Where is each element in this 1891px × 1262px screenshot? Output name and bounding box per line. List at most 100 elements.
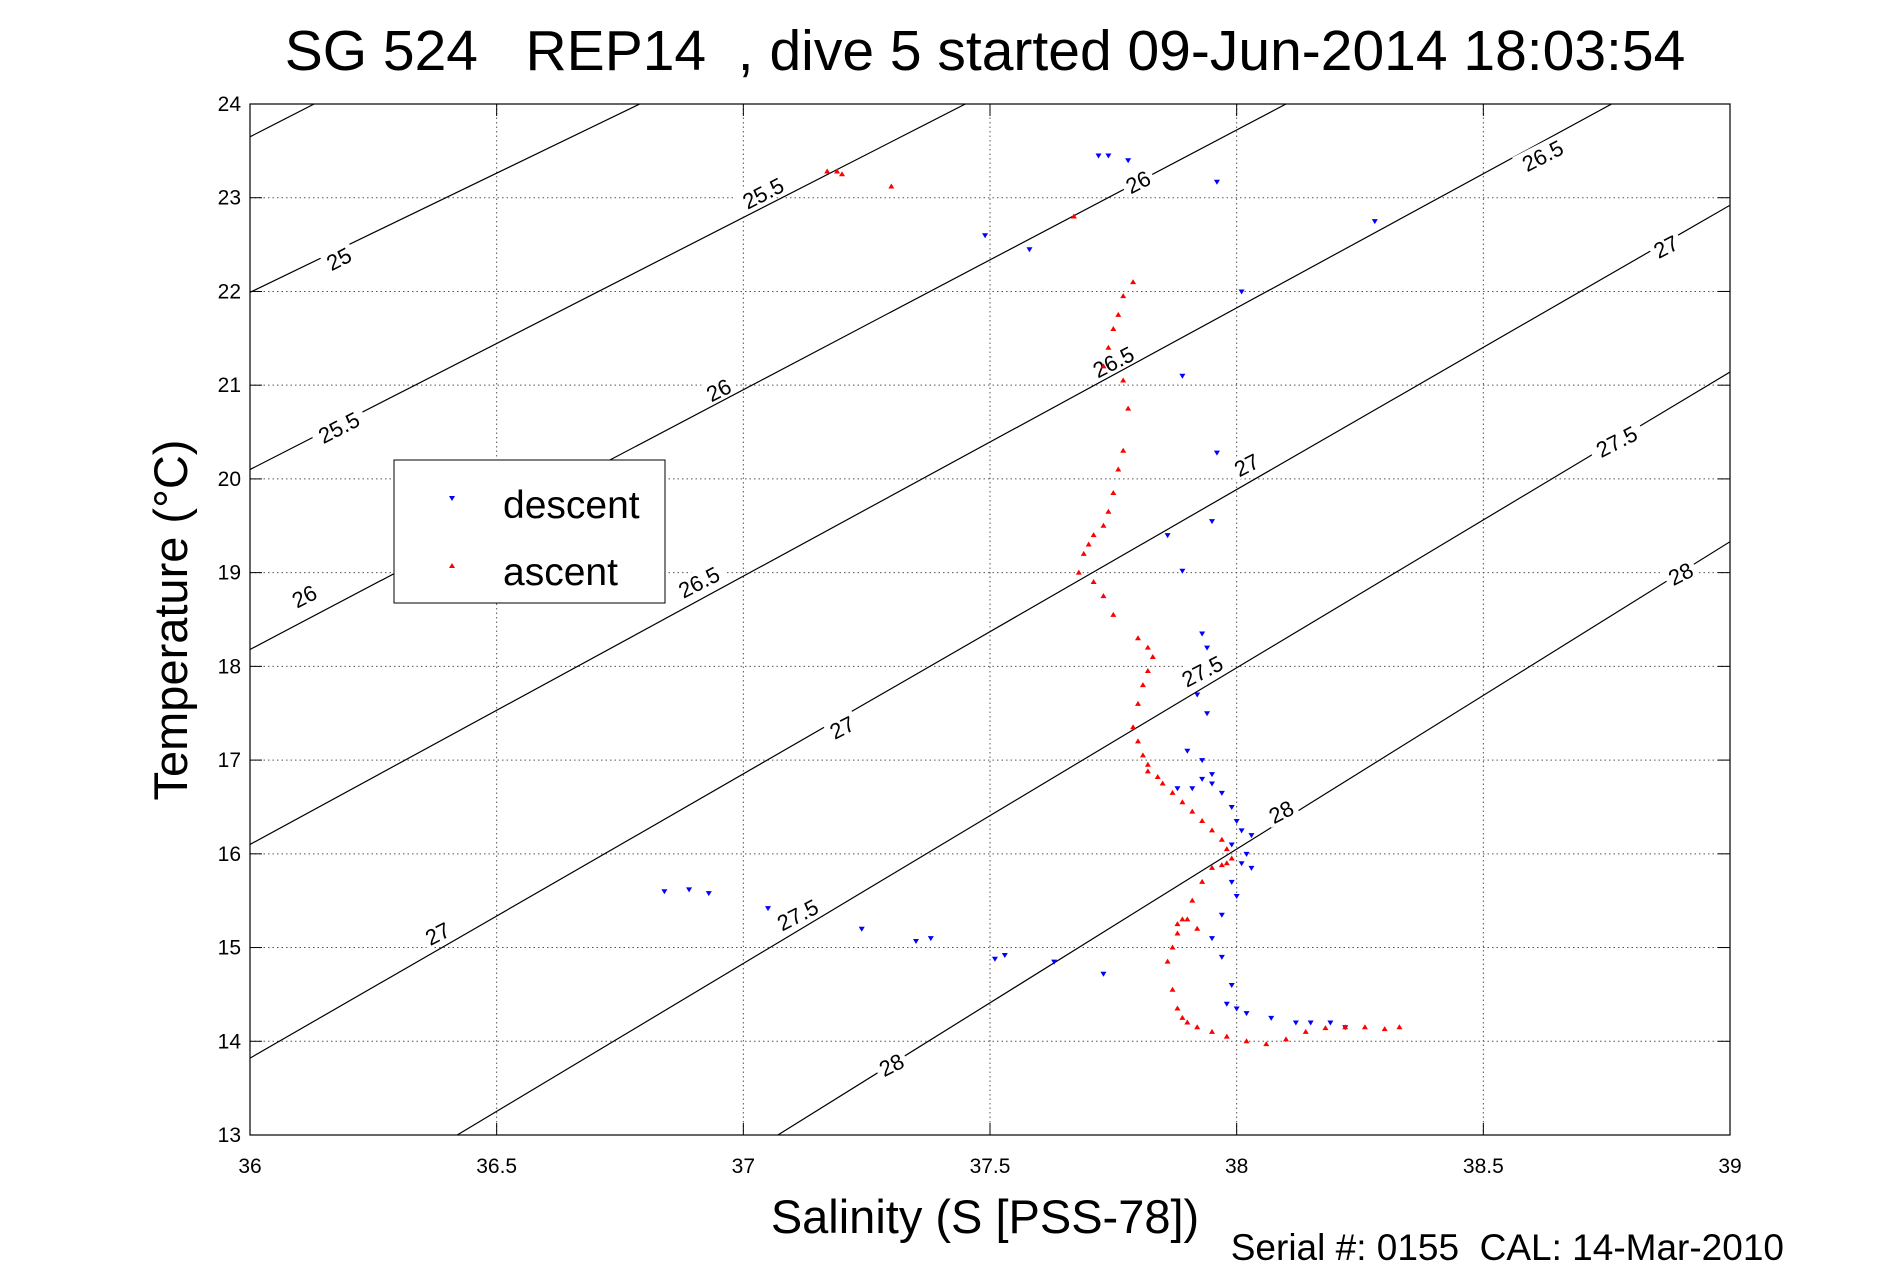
ascent-point xyxy=(1164,958,1171,964)
y-tick-label: 21 xyxy=(218,374,241,397)
ascent-point xyxy=(1110,611,1117,617)
ascent-point xyxy=(1100,522,1107,528)
isopycnal-line-25-5 xyxy=(250,104,640,293)
ascent-point xyxy=(1120,293,1127,299)
ascent-point xyxy=(1396,1024,1403,1030)
y-tick-label: 24 xyxy=(218,93,242,116)
descent-point xyxy=(1213,450,1220,456)
descent-point xyxy=(1164,533,1171,539)
descent-point xyxy=(1026,247,1033,253)
isopycnal-label-halo xyxy=(822,709,861,744)
descent-point xyxy=(1218,954,1225,960)
ascent-point xyxy=(1169,789,1176,795)
ascent-point xyxy=(1090,579,1097,585)
descent-point xyxy=(1228,983,1235,989)
descent-point xyxy=(1179,568,1186,574)
ascent-point xyxy=(1218,836,1225,842)
ascent-point xyxy=(1223,846,1230,852)
descent-point xyxy=(1243,1011,1250,1017)
y-tick-label: 20 xyxy=(218,468,241,491)
ascent-point xyxy=(1110,489,1117,495)
descent-point xyxy=(1174,786,1181,792)
ascent-point xyxy=(1135,700,1141,706)
ascent-point xyxy=(1144,668,1151,674)
y-tick-label: 22 xyxy=(218,280,241,303)
descent-point xyxy=(1233,893,1240,899)
descent-point xyxy=(1268,1015,1275,1021)
isopycnal-line-27-5 xyxy=(250,204,1730,1059)
ascent-point xyxy=(1120,447,1127,453)
ascent-point xyxy=(1125,405,1132,411)
x-tick-label: 37.5 xyxy=(970,1155,1011,1178)
ascent-point xyxy=(1085,541,1092,547)
descent-point xyxy=(1233,1006,1240,1012)
descent-point xyxy=(661,889,668,895)
ascent-point xyxy=(1174,930,1181,936)
ascent-point xyxy=(1105,344,1112,350)
descent-point xyxy=(1238,861,1245,867)
ascent-point xyxy=(1090,532,1097,538)
descent-point xyxy=(1095,153,1102,159)
ascent-point xyxy=(1115,466,1122,472)
isopycnal-label: 27 xyxy=(417,915,457,951)
isopycnal-line-27 xyxy=(250,104,1612,845)
ascent-point xyxy=(1283,1036,1289,1042)
descent-point xyxy=(1218,912,1225,918)
descent-point xyxy=(1179,373,1186,379)
y-tick-label: 13 xyxy=(218,1124,241,1147)
ascent-point xyxy=(1144,644,1151,650)
ascent-point xyxy=(1179,799,1186,805)
y-tick-label: 14 xyxy=(218,1030,242,1053)
descent-point xyxy=(1204,711,1211,717)
ascent-point xyxy=(888,183,895,189)
isopycnal-label-halo xyxy=(1512,132,1573,178)
descent-point xyxy=(858,926,865,932)
descent-point xyxy=(1209,772,1215,778)
ascent-point xyxy=(1130,724,1137,730)
ascent-point xyxy=(1189,897,1196,903)
ascent-point xyxy=(1110,325,1117,331)
ascent-point xyxy=(1199,818,1206,824)
ascent-point xyxy=(1105,508,1112,514)
descent-point xyxy=(1209,936,1215,942)
legend: descent ascent xyxy=(393,459,666,604)
ascent-point xyxy=(1263,1041,1270,1047)
ascent-point xyxy=(824,168,831,174)
x-tick-label: 38 xyxy=(1225,1155,1248,1178)
descent-point xyxy=(1248,865,1255,871)
x-tick-label: 39 xyxy=(1718,1155,1741,1178)
grid-lines xyxy=(250,104,1730,1135)
descent-point xyxy=(1199,776,1206,782)
isopycnal-label: 27.5 xyxy=(1586,417,1647,464)
ascent-point xyxy=(834,168,841,174)
descent-point xyxy=(1238,289,1245,295)
legend-box xyxy=(393,459,666,604)
descent-point xyxy=(1292,1020,1299,1026)
ascent-point xyxy=(1135,635,1141,641)
ascent-point xyxy=(1100,593,1107,599)
ascent-point xyxy=(1139,752,1146,758)
ascent-point xyxy=(1322,1025,1329,1031)
plot-area xyxy=(250,104,1730,1135)
ascent-point xyxy=(1228,855,1235,861)
isopycnal-label-halo xyxy=(1586,417,1647,464)
legend-descent-label: descent xyxy=(503,484,640,527)
descent-point xyxy=(1184,748,1191,754)
isopycnal-label: 28 xyxy=(871,1046,911,1082)
descent-point xyxy=(1204,645,1211,651)
legend-ascent-label: ascent xyxy=(503,551,618,594)
descent-point xyxy=(1125,158,1132,164)
ascent-point xyxy=(1179,916,1186,922)
descent-point xyxy=(705,891,712,897)
isopycnal-line-26 xyxy=(250,104,966,471)
y-tick-label: 23 xyxy=(218,187,241,210)
ascent-point xyxy=(1174,1005,1181,1011)
serial-calibration-footer: Serial #: 0155 CAL: 14-Mar-2010 xyxy=(1231,1227,1784,1262)
ascent-point xyxy=(1115,311,1122,317)
descent-point xyxy=(1194,692,1201,698)
isopycnal-label-halo xyxy=(308,403,369,450)
x-tick-label: 38.5 xyxy=(1463,1155,1504,1178)
descent-point xyxy=(765,906,771,912)
legend-descent-marker xyxy=(449,496,455,501)
